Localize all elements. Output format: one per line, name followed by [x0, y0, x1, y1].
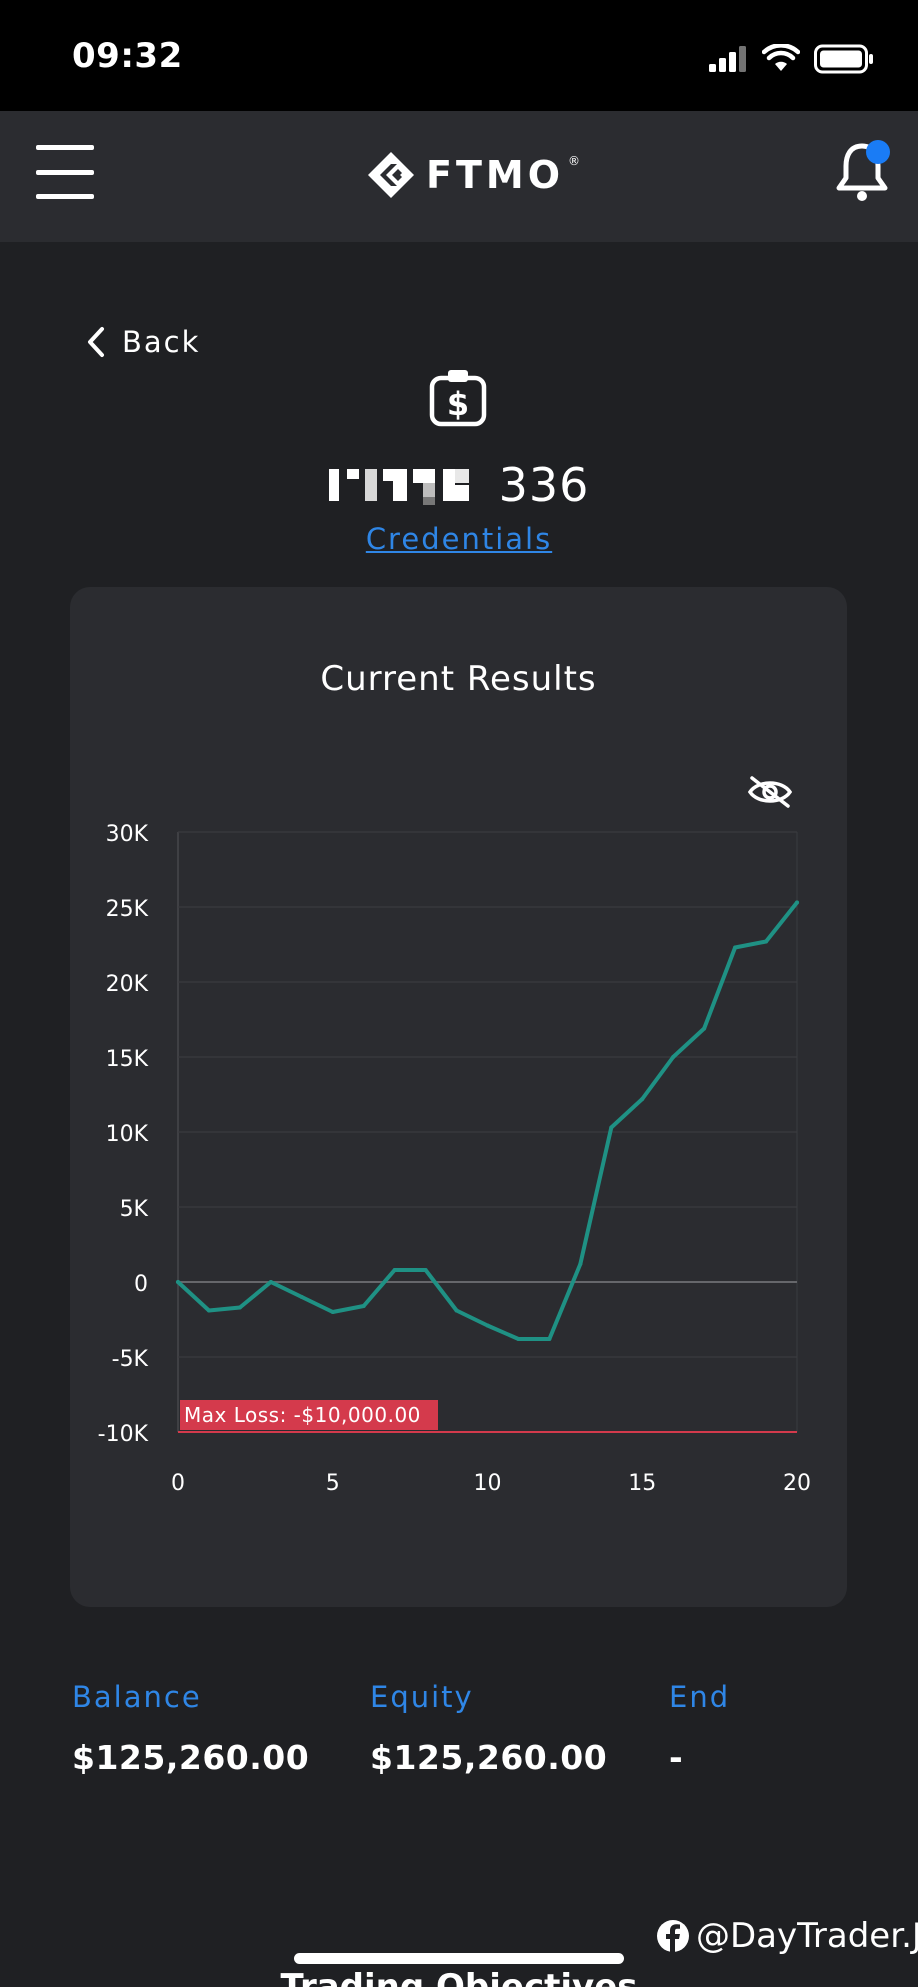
data-point: [702, 1026, 707, 1031]
chevron-left-icon: [88, 327, 104, 357]
facebook-icon: [657, 1920, 689, 1953]
svg-text:$: $: [447, 385, 469, 423]
y-tick-label: 10K: [106, 1122, 149, 1147]
data-point: [578, 1262, 583, 1266]
stat-value: $125,260.00: [72, 1738, 310, 1777]
x-tick-label: 10: [474, 1471, 502, 1496]
stat-balance: Balance $125,260.00: [72, 1680, 309, 1777]
y-tick-label: -10K: [98, 1422, 149, 1447]
data-point: [392, 1268, 397, 1272]
x-tick-label: 20: [783, 1471, 811, 1496]
data-point: [237, 1305, 242, 1310]
y-tick-label: -5K: [112, 1347, 149, 1372]
redacted-mask: [328, 469, 469, 505]
data-point: [330, 1310, 335, 1314]
account-badge-icon: $: [429, 370, 487, 427]
credentials-link[interactable]: Credentials: [365, 522, 553, 556]
y-tick-label: 15K: [106, 1047, 149, 1072]
max-loss-badge: [180, 1400, 438, 1430]
back-label: Back: [122, 325, 201, 359]
stat-value: -: [669, 1738, 684, 1777]
back-button[interactable]: Back: [86, 322, 200, 362]
stat-label: Equity: [370, 1680, 474, 1714]
notification-badge: [866, 140, 890, 164]
card-title: Current Results: [320, 659, 597, 699]
data-point: [764, 939, 769, 944]
logo-text: FTMO: [426, 153, 564, 197]
data-point: [733, 945, 738, 950]
data-point: [176, 1280, 180, 1284]
data-point: [640, 1097, 645, 1101]
account-stats: Balance $125,260.00 Equity $125,260.00 E…: [0, 1680, 918, 1780]
status-icons: [708, 42, 874, 76]
watermark-text: @DayTrader.J: [696, 1916, 918, 1956]
data-point: [423, 1268, 428, 1272]
logo-registered-mark: ®: [568, 154, 580, 168]
ftmo-logo: FTMO ®: [366, 149, 586, 201]
data-point: [268, 1280, 273, 1284]
data-point: [671, 1055, 676, 1059]
data-point: [485, 1323, 490, 1328]
stat-end: End -: [669, 1680, 730, 1777]
y-tick-label: 25K: [106, 897, 149, 922]
home-indicator: [294, 1953, 624, 1964]
data-point: [516, 1337, 521, 1341]
trading-objectives-heading: Trading Objectives: [280, 1967, 638, 1987]
x-tick-label: 5: [326, 1471, 340, 1496]
current-results-card: Current Results 30K 25K 20K 15K 10K 5K 0 -5K -10…: [70, 587, 847, 1607]
app-header: FTMO ®: [0, 111, 918, 242]
x-tick-label: 0: [171, 1471, 185, 1496]
stat-equity: Equity $125,260.00: [370, 1680, 607, 1777]
cellular-signal-icon: [709, 46, 746, 72]
y-tick-label: 5K: [120, 1197, 149, 1222]
status-bar: 09:32: [0, 0, 918, 111]
stat-label: Balance: [72, 1680, 202, 1714]
x-tick-label: 15: [628, 1471, 656, 1496]
data-point: [361, 1304, 366, 1308]
battery-icon: [814, 44, 873, 74]
watermark: @DayTrader.J: [656, 1912, 918, 1960]
data-point: [609, 1125, 614, 1130]
y-tick-label: 30K: [106, 822, 149, 847]
y-tick-label: 20K: [106, 972, 149, 997]
data-point: [795, 900, 799, 905]
data-point: [299, 1295, 304, 1299]
visibility-toggle-icon[interactable]: [747, 776, 793, 808]
max-loss-label: Max Loss: -$10,000.00: [184, 1403, 421, 1427]
ftmo-logo-icon: [368, 152, 414, 198]
y-tick-label: 0: [134, 1272, 148, 1297]
data-point: [547, 1337, 552, 1341]
stat-label: End: [669, 1680, 731, 1714]
wifi-icon: [762, 44, 800, 71]
data-point: [454, 1308, 459, 1313]
status-time: 09:32: [72, 36, 183, 76]
menu-icon[interactable]: [36, 145, 94, 199]
results-chart: 30K 25K 20K 15K 10K 5K 0 -5K -10K 0 5 10 15 20 Max L…: [98, 776, 811, 1496]
account-number-suffix: 336: [498, 458, 590, 512]
data-point: [206, 1308, 211, 1313]
series-line: [176, 900, 799, 1341]
account-number: 336: [0, 458, 918, 512]
stat-value: $125,260.00: [370, 1738, 608, 1777]
